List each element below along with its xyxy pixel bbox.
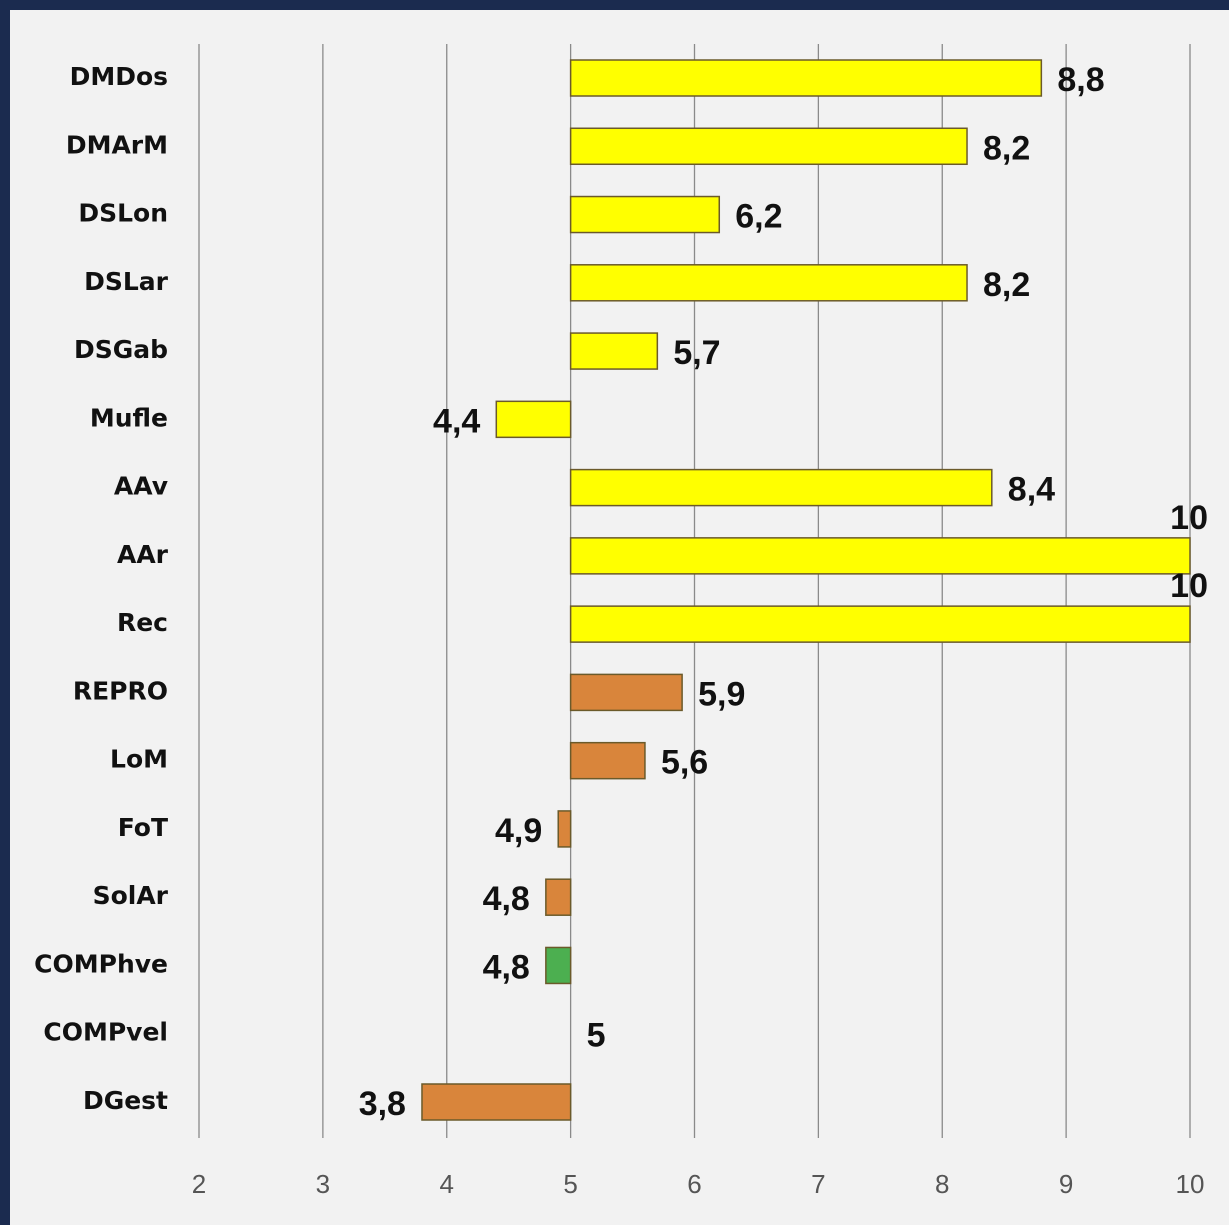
x-tick-label: 7 bbox=[811, 1169, 825, 1199]
x-tick-label: 3 bbox=[316, 1169, 330, 1199]
bar bbox=[569, 605, 1191, 643]
category-label: DSLon bbox=[78, 199, 168, 228]
value-label: 10 bbox=[1170, 567, 1208, 605]
x-tick-label: 6 bbox=[687, 1169, 701, 1199]
category-label: DGest bbox=[83, 1086, 168, 1115]
bar bbox=[569, 195, 721, 234]
bar bbox=[569, 468, 993, 507]
x-tick-label: 2 bbox=[192, 1169, 206, 1199]
value-label: 6,2 bbox=[735, 198, 782, 236]
value-label: 4,4 bbox=[433, 402, 480, 440]
bar bbox=[421, 1083, 572, 1121]
value-label: 4,8 bbox=[483, 948, 530, 986]
value-label: 5,7 bbox=[673, 334, 720, 372]
bar bbox=[557, 810, 572, 848]
category-label: AAv bbox=[114, 472, 168, 501]
value-label: 8,2 bbox=[983, 266, 1030, 304]
x-tick-label: 9 bbox=[1059, 1169, 1073, 1199]
bar bbox=[569, 741, 646, 780]
value-label: 5 bbox=[587, 1017, 606, 1055]
category-label: REPRO bbox=[73, 676, 168, 705]
value-label: 4,9 bbox=[495, 812, 542, 850]
bar bbox=[545, 878, 572, 916]
value-label: 8,4 bbox=[1008, 471, 1055, 509]
x-tick-label: 10 bbox=[1176, 1169, 1205, 1199]
category-label: COMPhve bbox=[34, 949, 168, 978]
category-label: DMDos bbox=[70, 62, 168, 91]
bar bbox=[545, 946, 572, 985]
value-label: 5,6 bbox=[661, 744, 708, 782]
value-label: 8,8 bbox=[1057, 61, 1104, 99]
bar bbox=[495, 400, 572, 439]
category-label: FoT bbox=[118, 813, 168, 842]
x-tick-label: 8 bbox=[935, 1169, 949, 1199]
value-label: 5,9 bbox=[698, 675, 745, 713]
bar bbox=[569, 59, 1043, 97]
category-label: DMArM bbox=[66, 130, 168, 159]
category-label: DSLar bbox=[84, 267, 169, 296]
category-label: Rec bbox=[117, 608, 168, 637]
category-label: DSGab bbox=[74, 335, 168, 364]
bar bbox=[569, 673, 683, 712]
value-label: 10 bbox=[1170, 499, 1208, 537]
category-label: LoM bbox=[110, 745, 168, 774]
category-label: Mufle bbox=[90, 403, 168, 432]
category-label: AAr bbox=[117, 540, 169, 569]
bar bbox=[569, 127, 968, 166]
value-label: 3,8 bbox=[359, 1085, 406, 1123]
bar bbox=[569, 264, 968, 302]
category-label: COMPvel bbox=[43, 1018, 168, 1047]
value-label: 8,2 bbox=[983, 129, 1030, 167]
value-label: 4,8 bbox=[483, 880, 530, 918]
bar bbox=[569, 537, 1191, 575]
category-label: SolAr bbox=[93, 881, 169, 910]
bar bbox=[569, 332, 659, 370]
x-tick-label: 5 bbox=[563, 1169, 577, 1199]
x-tick-label: 4 bbox=[440, 1169, 454, 1199]
